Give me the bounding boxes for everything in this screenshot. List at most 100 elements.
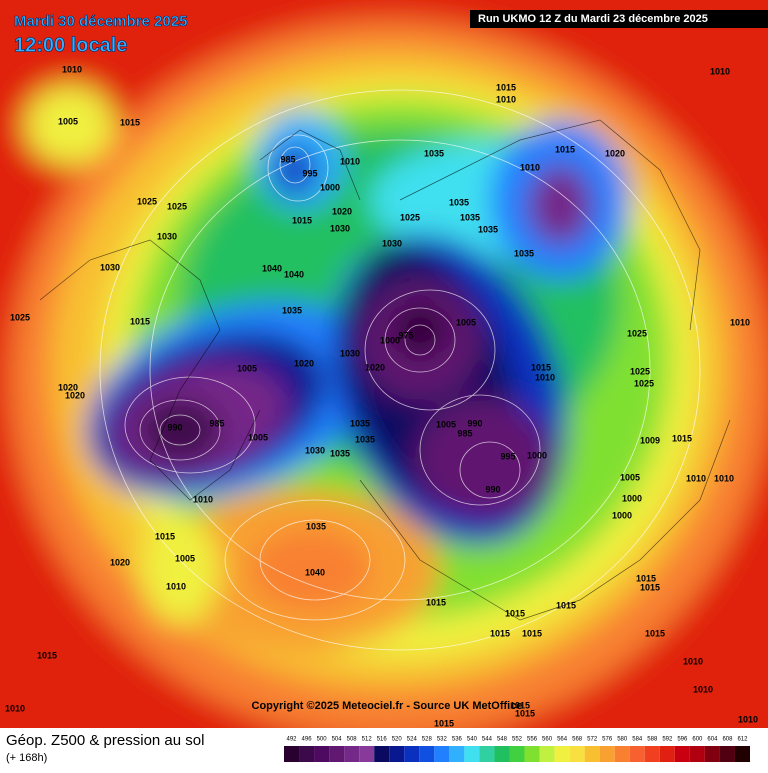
scale-label: 512 xyxy=(362,737,373,743)
scale-label: 572 xyxy=(587,737,598,743)
pressure-label: 1015 xyxy=(645,628,665,638)
scale-cell xyxy=(584,746,600,762)
pressure-label: 1020 xyxy=(294,358,314,368)
pressure-label: 1015 xyxy=(531,362,551,372)
scale-label: 568 xyxy=(572,737,583,743)
pressure-label: 1005 xyxy=(58,116,78,126)
field-blob xyxy=(25,85,115,165)
pressure-label: 1035 xyxy=(478,224,498,234)
scale-cell xyxy=(734,746,750,762)
scale-label: 532 xyxy=(437,737,448,743)
pressure-label: 990 xyxy=(485,484,500,494)
pressure-label: 1015 xyxy=(434,718,454,728)
coastlines xyxy=(39,119,731,621)
pressure-label: 1035 xyxy=(306,521,326,531)
pressure-label: 1010 xyxy=(496,94,516,104)
pressure-label: 1015 xyxy=(130,316,150,326)
isobars xyxy=(99,89,701,651)
scale-cell xyxy=(374,746,390,762)
scale-label: 560 xyxy=(542,737,553,743)
scale-cell xyxy=(509,746,525,762)
scale-label: 556 xyxy=(527,737,538,743)
pressure-label: 1040 xyxy=(284,269,304,279)
pressure-label: 1010 xyxy=(686,473,706,483)
pressure-label: 1035 xyxy=(355,434,375,444)
pressure-label: 1025 xyxy=(400,212,420,222)
pressure-label: 985 xyxy=(457,428,472,438)
scale-cell xyxy=(704,746,720,762)
pressure-label: 975 xyxy=(398,330,413,340)
pressure-label: 1035 xyxy=(460,212,480,222)
scale-label: 608 xyxy=(722,737,733,743)
time-label: 12:00 locale xyxy=(14,34,127,56)
pressure-label: 1010 xyxy=(730,317,750,327)
pressure-label: 1000 xyxy=(320,182,340,192)
pressure-label: 1035 xyxy=(282,305,302,315)
scale-cell xyxy=(554,746,570,762)
pressure-label: 1015 xyxy=(505,608,525,618)
pressure-label: 1025 xyxy=(634,378,654,388)
scale-cell xyxy=(359,746,375,762)
scale-label: 496 xyxy=(302,737,313,743)
pressure-label: 1005 xyxy=(620,472,640,482)
pressure-label: 985 xyxy=(280,154,295,164)
scale-cell xyxy=(719,746,735,762)
pressure-label: 1010 xyxy=(5,703,25,713)
scale-label: 492 xyxy=(287,737,298,743)
scale-cell xyxy=(644,746,660,762)
pressure-label: 1000 xyxy=(380,335,400,345)
scale-label: 516 xyxy=(377,737,388,743)
pressure-label: 1040 xyxy=(262,263,282,273)
footer-title: Géop. Z500 & pression au sol xyxy=(6,732,204,749)
pressure-label: 1035 xyxy=(424,148,444,158)
scale-cell xyxy=(659,746,675,762)
pressure-label: 1015 xyxy=(426,597,446,607)
scale-label: 596 xyxy=(677,737,688,743)
pressure-label: 1020 xyxy=(65,390,85,400)
pressure-label: 1000 xyxy=(622,493,642,503)
scale-label: 544 xyxy=(482,737,493,743)
pressure-label: 990 xyxy=(467,418,482,428)
pressure-label: 1015 xyxy=(672,433,692,443)
run-label: Run UKMO 12 Z du Mardi 23 décembre 2025 xyxy=(478,13,708,25)
scale-label: 500 xyxy=(317,737,328,743)
scale-label: 592 xyxy=(662,737,673,743)
pressure-label: 1010 xyxy=(340,156,360,166)
pressure-label: 1005 xyxy=(248,432,268,442)
field-blob xyxy=(528,165,592,245)
pressure-label: 1020 xyxy=(332,206,352,216)
pressure-label: 1015 xyxy=(490,628,510,638)
field-blob xyxy=(250,530,370,610)
pressure-label: 1000 xyxy=(612,510,632,520)
scale-cell xyxy=(539,746,555,762)
scale-cell xyxy=(689,746,705,762)
scale-cell xyxy=(419,746,435,762)
scale-label: 524 xyxy=(407,737,418,743)
pressure-label: 1010 xyxy=(710,66,730,76)
pressure-label: 1005 xyxy=(237,363,257,373)
pressure-label: 1010 xyxy=(738,714,758,724)
date-label: Mardi 30 décembre 2025 xyxy=(14,13,187,30)
pressure-label: 1025 xyxy=(627,328,647,338)
pressure-label: 1030 xyxy=(100,262,120,272)
pressure-label: 1035 xyxy=(514,248,534,258)
pressure-label: 995 xyxy=(500,451,515,461)
pressure-label: 1030 xyxy=(305,445,325,455)
pressure-label: 1025 xyxy=(10,312,30,322)
scale-cell xyxy=(434,746,450,762)
pressure-label: 1030 xyxy=(330,223,350,233)
scale-label: 564 xyxy=(557,737,568,743)
pressure-label: 1035 xyxy=(449,197,469,207)
scale-label: 552 xyxy=(512,737,523,743)
pressure-label: 1040 xyxy=(305,567,325,577)
color-scale: 492 496 500 504 508 512 516 520 524 528 532 536 540 5… xyxy=(284,737,750,762)
scale-cell xyxy=(299,746,315,762)
scale-label: 540 xyxy=(467,737,478,743)
run-box xyxy=(470,10,768,28)
scale-cell xyxy=(314,746,330,762)
scale-cell xyxy=(524,746,540,762)
pressure-label: 1015 xyxy=(120,117,140,127)
footer-lead: (+ 168h) xyxy=(6,752,47,764)
pressure-label: 1015 xyxy=(556,600,576,610)
scale-label: 600 xyxy=(692,737,703,743)
